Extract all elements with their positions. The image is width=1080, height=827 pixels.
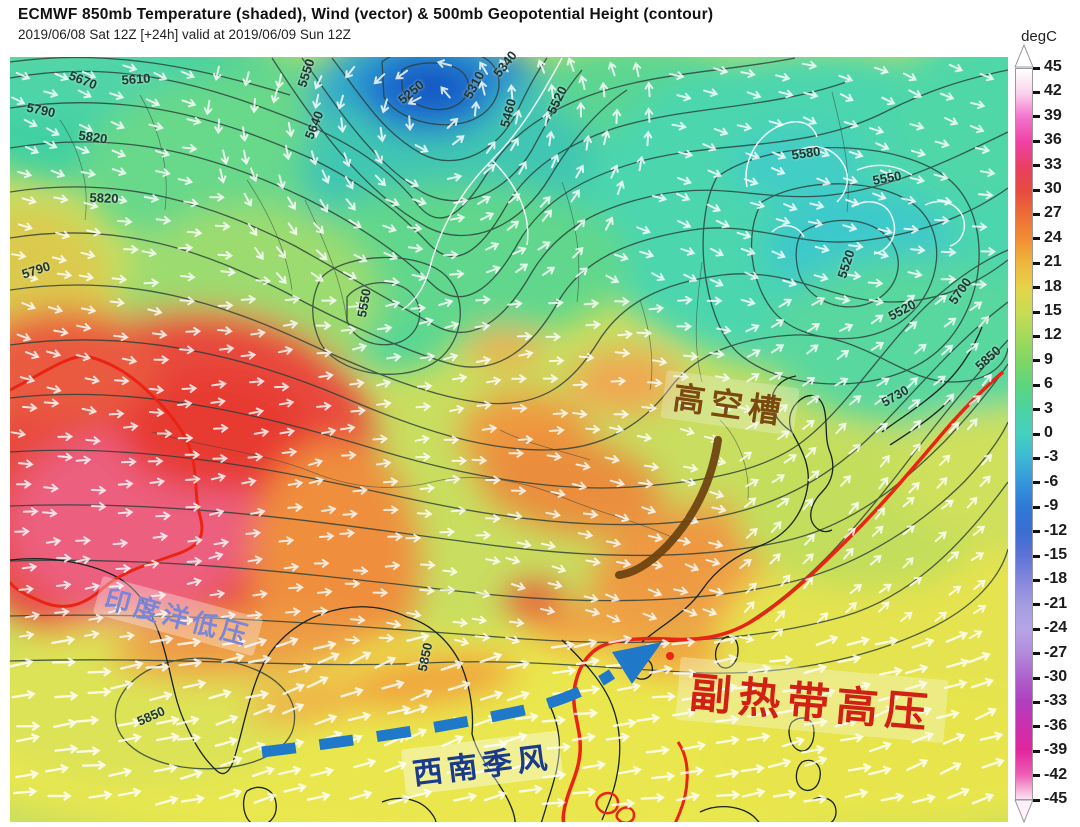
colorbar-tick bbox=[1033, 334, 1040, 338]
colorbar-tick-label: 42 bbox=[1044, 82, 1062, 100]
colorbar-tick bbox=[1033, 749, 1040, 753]
red-contours bbox=[10, 354, 1005, 822]
colorbar-tick bbox=[1033, 188, 1040, 192]
colorbar-tick-label: -21 bbox=[1044, 594, 1068, 612]
colorbar-tick bbox=[1033, 676, 1040, 680]
colorbar-tick-label: 15 bbox=[1044, 302, 1062, 319]
geopotential-contours bbox=[10, 57, 1008, 770]
colorbar-tick-label: -36 bbox=[1044, 716, 1068, 734]
colorbar-tick bbox=[1033, 164, 1040, 168]
colorbar-tick-label: -6 bbox=[1044, 472, 1059, 490]
colorbar-tick-label: -45 bbox=[1044, 790, 1068, 807]
colorbar-tick bbox=[1033, 286, 1040, 290]
colorbar-tick bbox=[1033, 456, 1040, 460]
colorbar-tick bbox=[1033, 212, 1040, 216]
colorbar-tick-label: 39 bbox=[1044, 106, 1062, 124]
colorbar-tick-label: -33 bbox=[1044, 692, 1068, 710]
colorbar-tick-label: -42 bbox=[1044, 765, 1068, 783]
colorbar-tick-label: 12 bbox=[1044, 326, 1062, 344]
colorbar-tick-label: -30 bbox=[1044, 668, 1068, 685]
colorbar-tick-label: 30 bbox=[1044, 180, 1062, 197]
colorbar-tick bbox=[1033, 725, 1040, 729]
colorbar-tick bbox=[1033, 66, 1040, 70]
colorbar-tick bbox=[1033, 237, 1040, 241]
colorbar-tick bbox=[1033, 383, 1040, 387]
colorbar-tick bbox=[1033, 603, 1040, 607]
colorbar-tick-label: 9 bbox=[1044, 350, 1053, 368]
colorbar-tick bbox=[1033, 798, 1040, 802]
page-title: ECMWF 850mb Temperature (shaded), Wind (… bbox=[18, 6, 714, 23]
colorbar-tick bbox=[1033, 139, 1040, 143]
colorbar-tick-label: 0 bbox=[1044, 424, 1053, 441]
colorbar-tick-label: -12 bbox=[1044, 521, 1068, 539]
trough-axis-line bbox=[615, 436, 722, 579]
colorbar-tick bbox=[1033, 115, 1040, 119]
colorbar-tick bbox=[1033, 432, 1040, 436]
colorbar-tick bbox=[1033, 627, 1040, 631]
monsoon-arrow bbox=[261, 642, 662, 758]
colorbar-tick-label: 45 bbox=[1044, 58, 1062, 75]
colorbar-tick bbox=[1033, 90, 1040, 94]
colorbar-tick-label: -27 bbox=[1044, 643, 1068, 661]
colorbar-tick bbox=[1033, 408, 1040, 412]
colorbar-tick bbox=[1033, 481, 1040, 485]
colorbar-tick-label: -3 bbox=[1044, 448, 1059, 466]
colorbar-tick-label: 6 bbox=[1044, 375, 1053, 393]
colorbar-tick-label: 24 bbox=[1044, 228, 1062, 246]
colorbar-tick-label: 27 bbox=[1044, 204, 1062, 222]
colorbar-tick-label: -18 bbox=[1044, 570, 1068, 588]
colorbar-tick bbox=[1033, 310, 1040, 314]
colorbar-tick bbox=[1033, 554, 1040, 558]
colorbar-tick-label: -15 bbox=[1044, 546, 1068, 563]
colorbar-tick bbox=[1033, 652, 1040, 656]
colorbar-unit-label: degC bbox=[1021, 28, 1057, 45]
colorbar-tick bbox=[1033, 359, 1040, 363]
valid-time-subtitle: 2019/06/08 Sat 12Z [+24h] valid at 2019/… bbox=[18, 27, 351, 42]
colorbar-tick-label: -24 bbox=[1044, 619, 1068, 637]
colorbar-top-arrow bbox=[1014, 44, 1034, 68]
colorbar-tick-label: 33 bbox=[1044, 155, 1062, 173]
colorbar-tick-label: 3 bbox=[1044, 399, 1053, 417]
border-lines bbox=[59, 91, 849, 543]
colorbar-bottom-arrow bbox=[1014, 799, 1034, 823]
colorbar-tick bbox=[1033, 530, 1040, 534]
colorbar-tick-label: -39 bbox=[1044, 741, 1068, 759]
colorbar-tick bbox=[1033, 700, 1040, 704]
colorbar-tick-label: 21 bbox=[1044, 253, 1062, 271]
colorbar-tick bbox=[1033, 578, 1040, 582]
colorbar-tick bbox=[1033, 774, 1040, 778]
colorbar-tick-label: -9 bbox=[1044, 497, 1059, 515]
colorbar-tick-label: 18 bbox=[1044, 277, 1062, 295]
colorbar-tick bbox=[1033, 261, 1040, 265]
wind-vectors bbox=[10, 57, 1005, 809]
colorbar-tick bbox=[1033, 505, 1040, 509]
colorbar-gradient bbox=[1015, 68, 1033, 800]
colorbar-tick-label: 36 bbox=[1044, 131, 1062, 149]
